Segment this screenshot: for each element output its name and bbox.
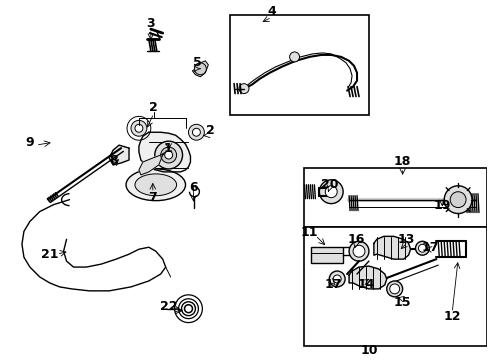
Text: 2: 2: [205, 124, 214, 137]
Circle shape: [135, 124, 142, 132]
Circle shape: [386, 281, 402, 297]
Polygon shape: [139, 132, 190, 172]
Text: 1: 1: [163, 141, 172, 154]
Polygon shape: [139, 152, 165, 175]
Circle shape: [328, 271, 345, 287]
Circle shape: [194, 63, 206, 75]
Circle shape: [188, 124, 204, 140]
Text: 6: 6: [189, 181, 197, 194]
Circle shape: [352, 245, 364, 257]
Circle shape: [192, 128, 200, 136]
Circle shape: [449, 192, 465, 208]
Text: 2: 2: [149, 101, 158, 114]
Circle shape: [155, 141, 182, 169]
Text: 17: 17: [324, 278, 341, 291]
Ellipse shape: [126, 169, 185, 201]
Text: 16: 16: [346, 233, 364, 246]
Bar: [304, 228, 486, 346]
Text: 15: 15: [393, 296, 410, 309]
Circle shape: [418, 244, 426, 252]
Circle shape: [443, 186, 471, 213]
Bar: [304, 168, 486, 228]
Text: 18: 18: [393, 156, 410, 168]
Text: 20: 20: [320, 178, 337, 191]
Text: 11: 11: [300, 226, 318, 239]
Text: 14: 14: [356, 278, 374, 291]
Text: 19: 19: [433, 199, 450, 212]
Circle shape: [332, 275, 341, 283]
Circle shape: [239, 84, 248, 94]
Text: 22: 22: [160, 300, 177, 313]
Circle shape: [289, 52, 299, 62]
Text: 10: 10: [360, 344, 377, 357]
Circle shape: [389, 284, 399, 294]
Text: 7: 7: [148, 191, 157, 204]
Circle shape: [325, 186, 337, 198]
Text: 5: 5: [193, 57, 202, 69]
Text: 9: 9: [25, 136, 34, 149]
Text: 21: 21: [41, 248, 59, 261]
Text: 12: 12: [443, 310, 460, 323]
Text: 4: 4: [267, 5, 276, 18]
Bar: [311, 247, 343, 263]
Polygon shape: [373, 236, 410, 259]
Circle shape: [348, 241, 368, 261]
Text: 13: 13: [397, 233, 414, 246]
Circle shape: [415, 241, 428, 255]
Polygon shape: [192, 61, 208, 77]
Text: 3: 3: [146, 17, 155, 30]
Text: 17: 17: [421, 241, 438, 254]
Circle shape: [131, 120, 146, 136]
Ellipse shape: [135, 174, 176, 196]
Polygon shape: [109, 145, 129, 165]
Circle shape: [164, 151, 172, 159]
Bar: [230, 15, 368, 116]
Text: 8: 8: [109, 153, 117, 167]
Circle shape: [161, 147, 176, 163]
Circle shape: [319, 180, 343, 204]
Polygon shape: [348, 266, 386, 289]
